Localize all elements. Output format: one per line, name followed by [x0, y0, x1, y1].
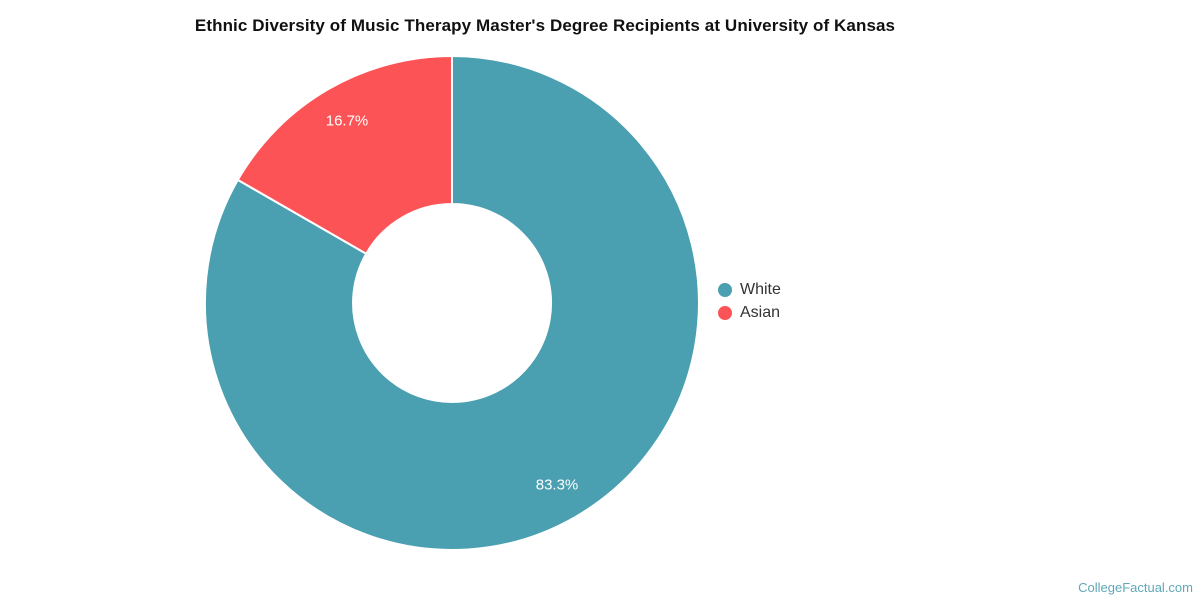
watermark-link[interactable]: CollegeFactual.com [1078, 580, 1193, 595]
pie-slice-asian[interactable] [236, 55, 453, 255]
pie-slice-white[interactable] [203, 55, 700, 551]
legend-label: White [740, 281, 781, 298]
legend-label: Asian [740, 304, 781, 321]
slice-label-white: 83.3% [535, 476, 579, 494]
legend-marker-icon [718, 283, 732, 297]
chart-title: Ethnic Diversity of Music Therapy Master… [194, 16, 896, 35]
legend-item-asian[interactable]: Asian [718, 304, 781, 322]
legend-marker-icon [718, 306, 732, 320]
legend-item-white[interactable]: White [718, 281, 781, 299]
slice-label-asian: 16.7% [325, 112, 369, 130]
legend: White Asian [718, 281, 781, 322]
